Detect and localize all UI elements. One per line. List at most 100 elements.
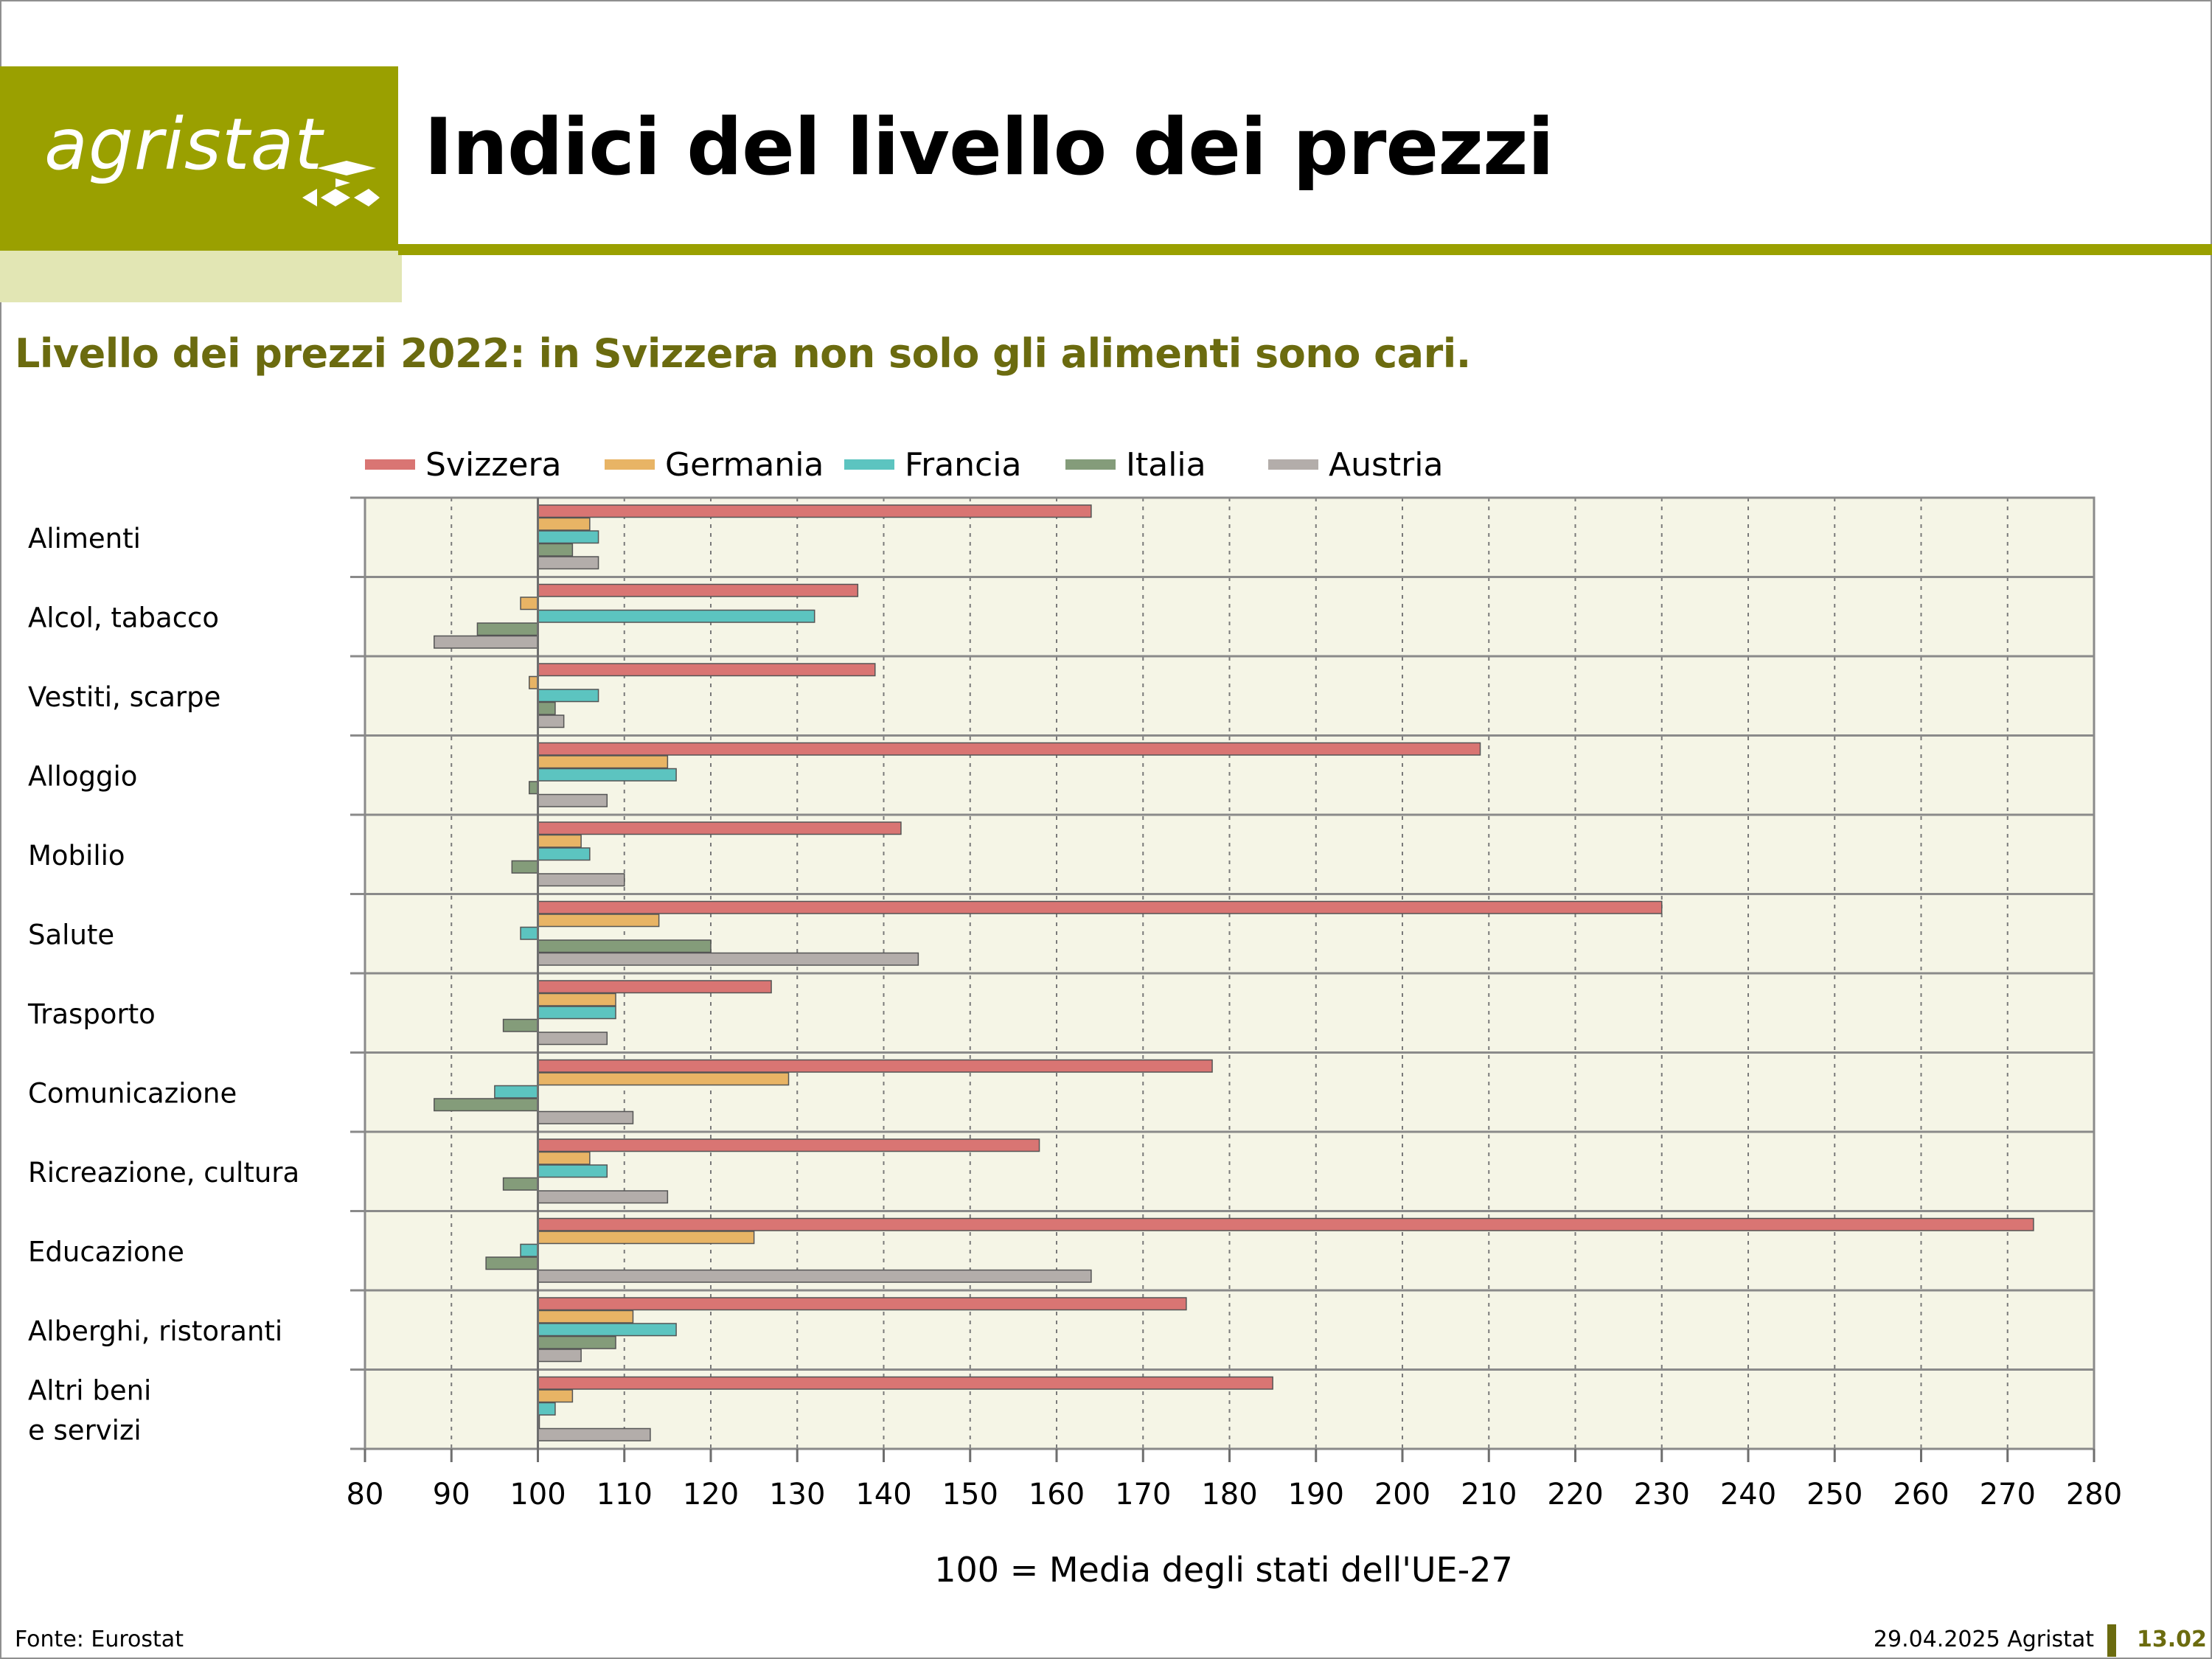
bar: [537, 873, 625, 887]
bar: [537, 1323, 677, 1337]
x-tick-label: 120: [683, 1478, 739, 1512]
category-label: Altri beni: [28, 1374, 151, 1406]
bar: [537, 609, 815, 623]
legend-label: Austria: [1329, 446, 1443, 484]
x-tick-label: 210: [1461, 1478, 1517, 1512]
bar: [537, 701, 556, 715]
category-label: Educazione: [28, 1236, 184, 1267]
legend-swatch: [1268, 459, 1318, 470]
page-title: Indici del livello dei prezzi: [424, 102, 1554, 192]
x-tick-label: 190: [1288, 1478, 1344, 1512]
x-tick-label: 220: [1547, 1478, 1603, 1512]
legend-label: Germania: [665, 446, 824, 484]
category-label: Mobilio: [28, 840, 125, 872]
bar: [537, 793, 608, 807]
category-label: Ricreazione, cultura: [28, 1157, 299, 1189]
bar: [537, 1059, 1213, 1073]
category-label: Vestiti, scarpe: [28, 681, 220, 713]
x-tick-label: 200: [1374, 1478, 1430, 1512]
x-tick-label: 80: [347, 1478, 384, 1512]
bar: [520, 926, 539, 940]
legend-swatch: [365, 459, 415, 470]
header-rule: [398, 244, 2212, 255]
bar: [537, 1427, 651, 1441]
x-tick-label: 160: [1029, 1478, 1085, 1512]
bar: [537, 543, 574, 557]
bar: [537, 1072, 790, 1086]
x-tick-label: 280: [2066, 1478, 2122, 1512]
bar: [537, 1402, 556, 1416]
bar: [529, 781, 539, 795]
bar: [537, 914, 660, 928]
bar: [537, 1217, 2034, 1231]
x-tick-label: 270: [1980, 1478, 2036, 1512]
bar: [537, 504, 1092, 518]
x-tick-label: 110: [597, 1478, 653, 1512]
bar: [537, 1269, 1092, 1283]
bar: [537, 1032, 608, 1046]
chart-subtitle: Livello dei prezzi 2022: in Svizzera non…: [15, 330, 1471, 377]
date-label: 29.04.2025 Agristat: [1873, 1627, 2094, 1652]
bar: [537, 1310, 634, 1324]
x-tick-label: 130: [769, 1478, 825, 1512]
bar: [537, 1231, 755, 1245]
logo-accent-band: [0, 251, 402, 302]
bar: [485, 1256, 539, 1270]
bar: [537, 900, 1663, 914]
bar: [476, 622, 539, 636]
bar: [537, 556, 599, 570]
bar: [537, 980, 772, 994]
legend-swatch: [605, 459, 655, 470]
bar: [537, 768, 677, 782]
bar: [537, 1376, 1273, 1390]
x-tick-label: 180: [1201, 1478, 1257, 1512]
bar: [537, 834, 582, 848]
bar: [434, 1098, 539, 1112]
bar: [537, 1151, 591, 1165]
source-note: Fonte: Eurostat: [15, 1627, 184, 1652]
x-tick-label: 170: [1115, 1478, 1171, 1512]
bar: [537, 1164, 608, 1178]
bar: [537, 1389, 574, 1403]
category-label: Comunicazione: [28, 1077, 237, 1109]
bar: [434, 635, 539, 649]
bar: [537, 1006, 616, 1020]
bar: [537, 714, 565, 728]
bar: [537, 755, 669, 769]
bar: [537, 1335, 616, 1349]
bar: [537, 1297, 1187, 1311]
bar: [502, 1177, 539, 1191]
x-tick-label: 250: [1806, 1478, 1863, 1512]
category-label: Salute: [28, 919, 114, 950]
bar: [537, 742, 1481, 756]
bar: [537, 847, 591, 861]
bar: [537, 583, 859, 597]
bar: [537, 530, 599, 544]
x-tick-label: 150: [942, 1478, 998, 1512]
x-tick-label: 140: [855, 1478, 911, 1512]
category-label: Alberghi, ristoranti: [28, 1315, 282, 1347]
page-number-marker: [2107, 1624, 2116, 1657]
category-label: Alloggio: [28, 760, 137, 792]
bar: [537, 952, 919, 966]
bar: [537, 1190, 669, 1204]
price-level-chart: 80 90 100 110 120 130 140 150 160 170 180 190 200 210…: [27, 446, 2122, 1590]
bar: [529, 675, 539, 689]
bar: [537, 1138, 1040, 1152]
legend-label: Svizzera: [425, 446, 562, 484]
bar: [537, 1110, 634, 1124]
category-label: e servizi: [28, 1414, 142, 1446]
bar: [537, 992, 616, 1006]
bar: [537, 1349, 582, 1363]
bar: [537, 821, 902, 835]
logo-box: [0, 66, 398, 251]
page-number: 13.02: [2137, 1627, 2207, 1652]
legend-label: Francia: [905, 446, 1021, 484]
bar: [511, 860, 539, 874]
legend-swatch: [844, 459, 894, 470]
x-tick-label: 230: [1634, 1478, 1690, 1512]
x-tick-label: 240: [1720, 1478, 1776, 1512]
x-axis-title: 100 = Media degli stati dell'UE-27: [934, 1550, 1512, 1590]
bar: [520, 1243, 539, 1257]
